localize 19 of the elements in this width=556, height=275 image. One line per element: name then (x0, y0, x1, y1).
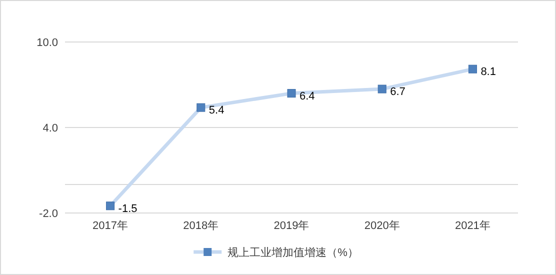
point (378, 84, 386, 94)
y-tick-label: 4.0 (42, 122, 58, 134)
x-tick-label: 2021年 (454, 220, 490, 232)
point (196, 103, 206, 112)
data-label: 5.4 (208, 104, 224, 117)
x-tick-label: 2018年 (183, 220, 219, 232)
point (106, 202, 115, 210)
data-label: 6.7 (390, 86, 406, 98)
x-tick-label: 2020年 (364, 220, 400, 232)
data-label: -1.5 (118, 202, 138, 215)
y-tick-label: 10.0 (36, 37, 58, 49)
data-label: 8.1 (480, 66, 496, 78)
x-tick-label: 2019年 (274, 220, 310, 232)
data-label: 6.4 (300, 90, 315, 102)
legend-label: 规上工业增加值增速（%） (228, 246, 358, 259)
y-tick-label: -2.0 (39, 208, 58, 220)
x-tick-label: 2017年 (92, 220, 128, 232)
point (287, 89, 296, 98)
point (468, 64, 477, 74)
